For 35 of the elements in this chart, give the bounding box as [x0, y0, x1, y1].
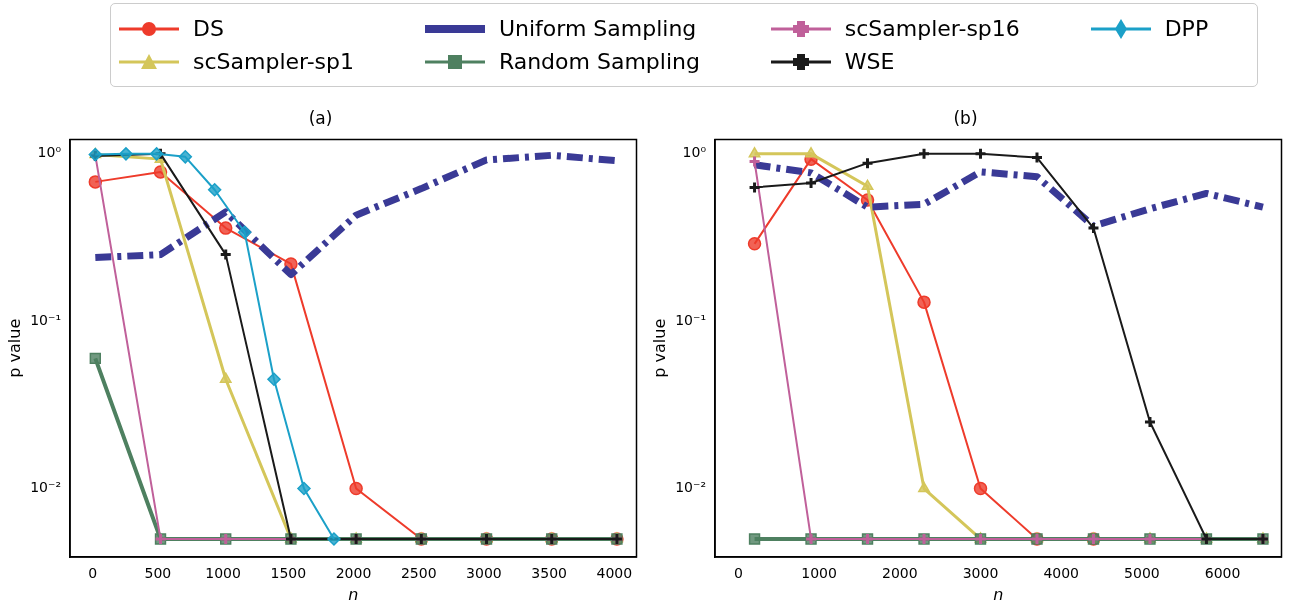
x-tick-label: 3500	[531, 565, 567, 582]
legend-label: DPP	[1164, 16, 1209, 41]
x-tick-label: 0	[88, 565, 98, 582]
legend-label: Random Sampling	[498, 49, 700, 74]
x-tick-label: 1000	[205, 565, 241, 582]
y-tick-label: 10⁰	[682, 144, 707, 161]
legend-label: DS	[193, 16, 224, 41]
x-tick-label: 1000	[801, 565, 837, 582]
y-axis-title: p value	[4, 318, 24, 378]
legend-label: scSampler-sp16	[844, 16, 1020, 41]
chart-title: (a)	[308, 107, 333, 128]
y-tick-label: 10⁻²	[30, 479, 62, 496]
x-tick-label: 500	[144, 565, 172, 582]
y-tick-label: 10⁻¹	[675, 311, 707, 328]
x-tick-label: 2000	[335, 565, 372, 582]
x-tick-label: 3000	[962, 565, 999, 582]
chart-title: (b)	[953, 107, 978, 128]
x-tick-label: 0	[733, 565, 743, 582]
legend-label: Uniform Sampling	[498, 16, 697, 41]
x-tick-label: 3000	[466, 565, 502, 582]
x-tick-label: 4000	[1043, 565, 1080, 582]
legend-label: WSE	[844, 49, 895, 74]
y-tick-label: 10⁰	[37, 144, 62, 161]
x-tick-label: 6000	[1204, 565, 1241, 582]
x-tick-label: 4000	[596, 565, 633, 582]
x-tick-label: 5000	[1124, 565, 1160, 582]
y-tick-label: 10⁻¹	[30, 311, 62, 328]
y-tick-label: 10⁻²	[675, 479, 707, 496]
x-tick-label: 2000	[881, 565, 918, 582]
x-axis-title: n	[993, 584, 1004, 604]
legend-label: scSampler-sp1	[193, 49, 355, 74]
x-tick-label: 2500	[400, 565, 437, 582]
x-axis-title: n	[348, 584, 359, 604]
y-axis-title: p value	[649, 318, 669, 378]
x-tick-label: 1500	[270, 565, 307, 582]
